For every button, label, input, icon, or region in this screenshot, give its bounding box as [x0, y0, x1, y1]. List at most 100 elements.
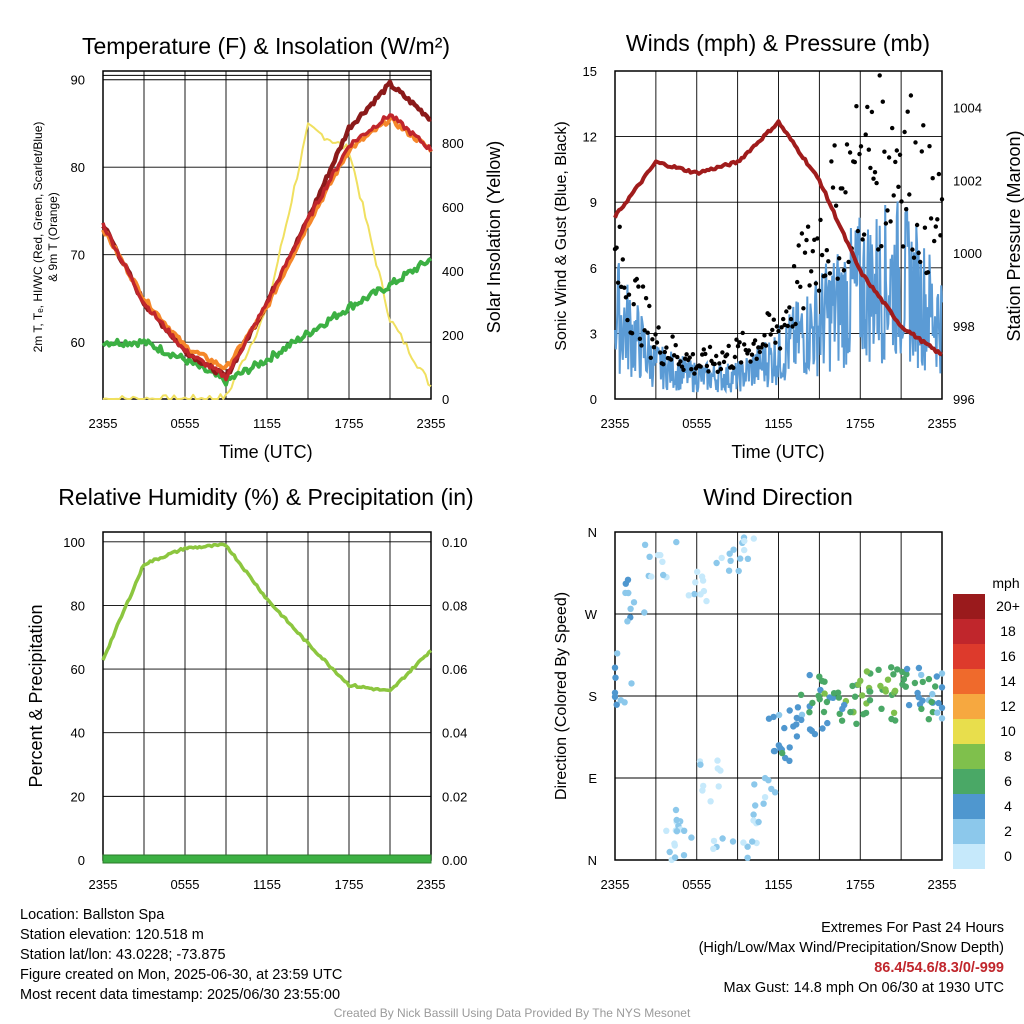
gust-point	[815, 236, 820, 241]
gust-point	[658, 350, 663, 355]
gust-point	[816, 288, 822, 293]
direction-point	[797, 691, 805, 698]
winds-ytick-label-left: 6	[590, 261, 597, 276]
humidity-ytick-label-right: 0.10	[442, 535, 467, 550]
direction-point	[938, 670, 946, 677]
direction-point	[798, 711, 806, 718]
direction-xtick-label: 2355	[928, 877, 957, 892]
gust-point	[771, 317, 776, 322]
colorbar-label: 8	[1004, 748, 1012, 764]
humidity-xtick-label: 1155	[253, 877, 281, 892]
direction-point	[680, 852, 688, 859]
temperature-xtick-label: 2355	[417, 416, 446, 431]
gust-point	[642, 328, 647, 333]
direction-point	[707, 798, 714, 805]
direction-point	[627, 605, 634, 612]
direction-point	[875, 666, 882, 673]
direction-point	[811, 730, 819, 738]
gust-point	[823, 273, 828, 278]
gust-point	[615, 280, 621, 285]
gust-point	[614, 245, 619, 250]
gust-point	[742, 342, 747, 347]
gust-point	[824, 248, 829, 253]
temperature-ylabel-left-1: 2m T, Tₑ, HI/WC (Red, Green, Scarlet/Blu…	[31, 122, 45, 353]
direction-point	[752, 802, 759, 809]
gust-point	[651, 345, 657, 350]
direction-point	[624, 618, 631, 625]
direction-point	[750, 535, 757, 542]
gust-point	[835, 276, 840, 281]
gust-point	[865, 104, 870, 110]
gust-point	[625, 317, 630, 323]
gust-point	[868, 165, 873, 171]
gust-point	[712, 361, 717, 367]
direction-point	[673, 538, 680, 546]
direction-point	[710, 845, 717, 852]
gust-point	[866, 147, 871, 152]
direction-point	[938, 684, 946, 691]
direction-point	[839, 705, 846, 713]
direction-point	[853, 720, 860, 727]
gust-points	[612, 73, 945, 376]
winds-ytick-label-right: 998	[953, 319, 975, 334]
humidity-ytick-label-left: 40	[71, 726, 85, 741]
winds-ytick-label-left: 9	[590, 195, 597, 210]
direction-point	[866, 688, 873, 695]
direction-point	[816, 696, 823, 703]
gust-point	[829, 159, 834, 164]
winds-ytick-label-left: 0	[590, 392, 597, 407]
humidity-ytick-label-right: 0.08	[442, 598, 467, 613]
humidity-ylabel-left: Percent & Precipitation	[26, 604, 46, 787]
direction-point	[838, 717, 846, 724]
direction-point	[703, 597, 710, 605]
gust-point	[910, 247, 915, 252]
direction-point	[755, 818, 762, 826]
colorbar-swatch	[953, 619, 985, 644]
gust-point	[664, 345, 669, 350]
gust-point	[930, 176, 935, 181]
gust-point	[645, 330, 650, 335]
direction-point	[614, 650, 621, 657]
winds-ylabel-right: Station Pressure (Maroon)	[1004, 130, 1024, 341]
gust-point	[620, 257, 625, 262]
temperature-xtick-label: 1755	[335, 416, 364, 431]
direction-xtick-label: 0555	[682, 877, 711, 892]
gust-point	[687, 355, 692, 360]
gust-point	[650, 337, 655, 342]
direction-point	[630, 599, 638, 606]
gust-point	[925, 270, 931, 275]
gust-point	[726, 343, 731, 349]
gust-point	[819, 252, 825, 258]
direction-point	[641, 541, 649, 548]
humidity-xtick-label: 2355	[417, 877, 446, 892]
gust-point	[890, 125, 895, 131]
gust-point	[935, 217, 940, 222]
gust-point	[779, 325, 784, 330]
temperature-ytick-label-left: 70	[71, 248, 85, 263]
gust-point	[774, 324, 780, 329]
direction-point	[735, 567, 742, 575]
direction-points	[611, 534, 946, 864]
gust-point	[896, 184, 901, 189]
gust-point	[698, 364, 703, 369]
gust-point	[707, 344, 713, 350]
humidity-xtick-label: 2355	[89, 877, 118, 892]
latlon-text: Station lat/lon: 43.0228; -73.875	[20, 947, 226, 963]
gust-point	[893, 159, 898, 165]
gust-point	[907, 192, 912, 197]
direction-point	[760, 800, 767, 807]
extremes-subtitle: (High/Low/Max Wind/Precipitation/Snow De…	[698, 940, 1004, 956]
gust-point	[767, 312, 772, 317]
direction-point	[793, 721, 800, 728]
gust-point	[905, 109, 910, 114]
direction-point	[866, 697, 874, 704]
direction-point	[751, 781, 758, 788]
gust-point	[735, 344, 741, 349]
winds-xtick-label: 0555	[682, 416, 711, 431]
gust-point	[721, 359, 727, 365]
gust-point	[798, 284, 803, 289]
gust-point	[791, 264, 797, 269]
colorbar-swatch	[953, 744, 985, 769]
direction-point	[697, 761, 704, 768]
direction-point	[847, 708, 854, 716]
